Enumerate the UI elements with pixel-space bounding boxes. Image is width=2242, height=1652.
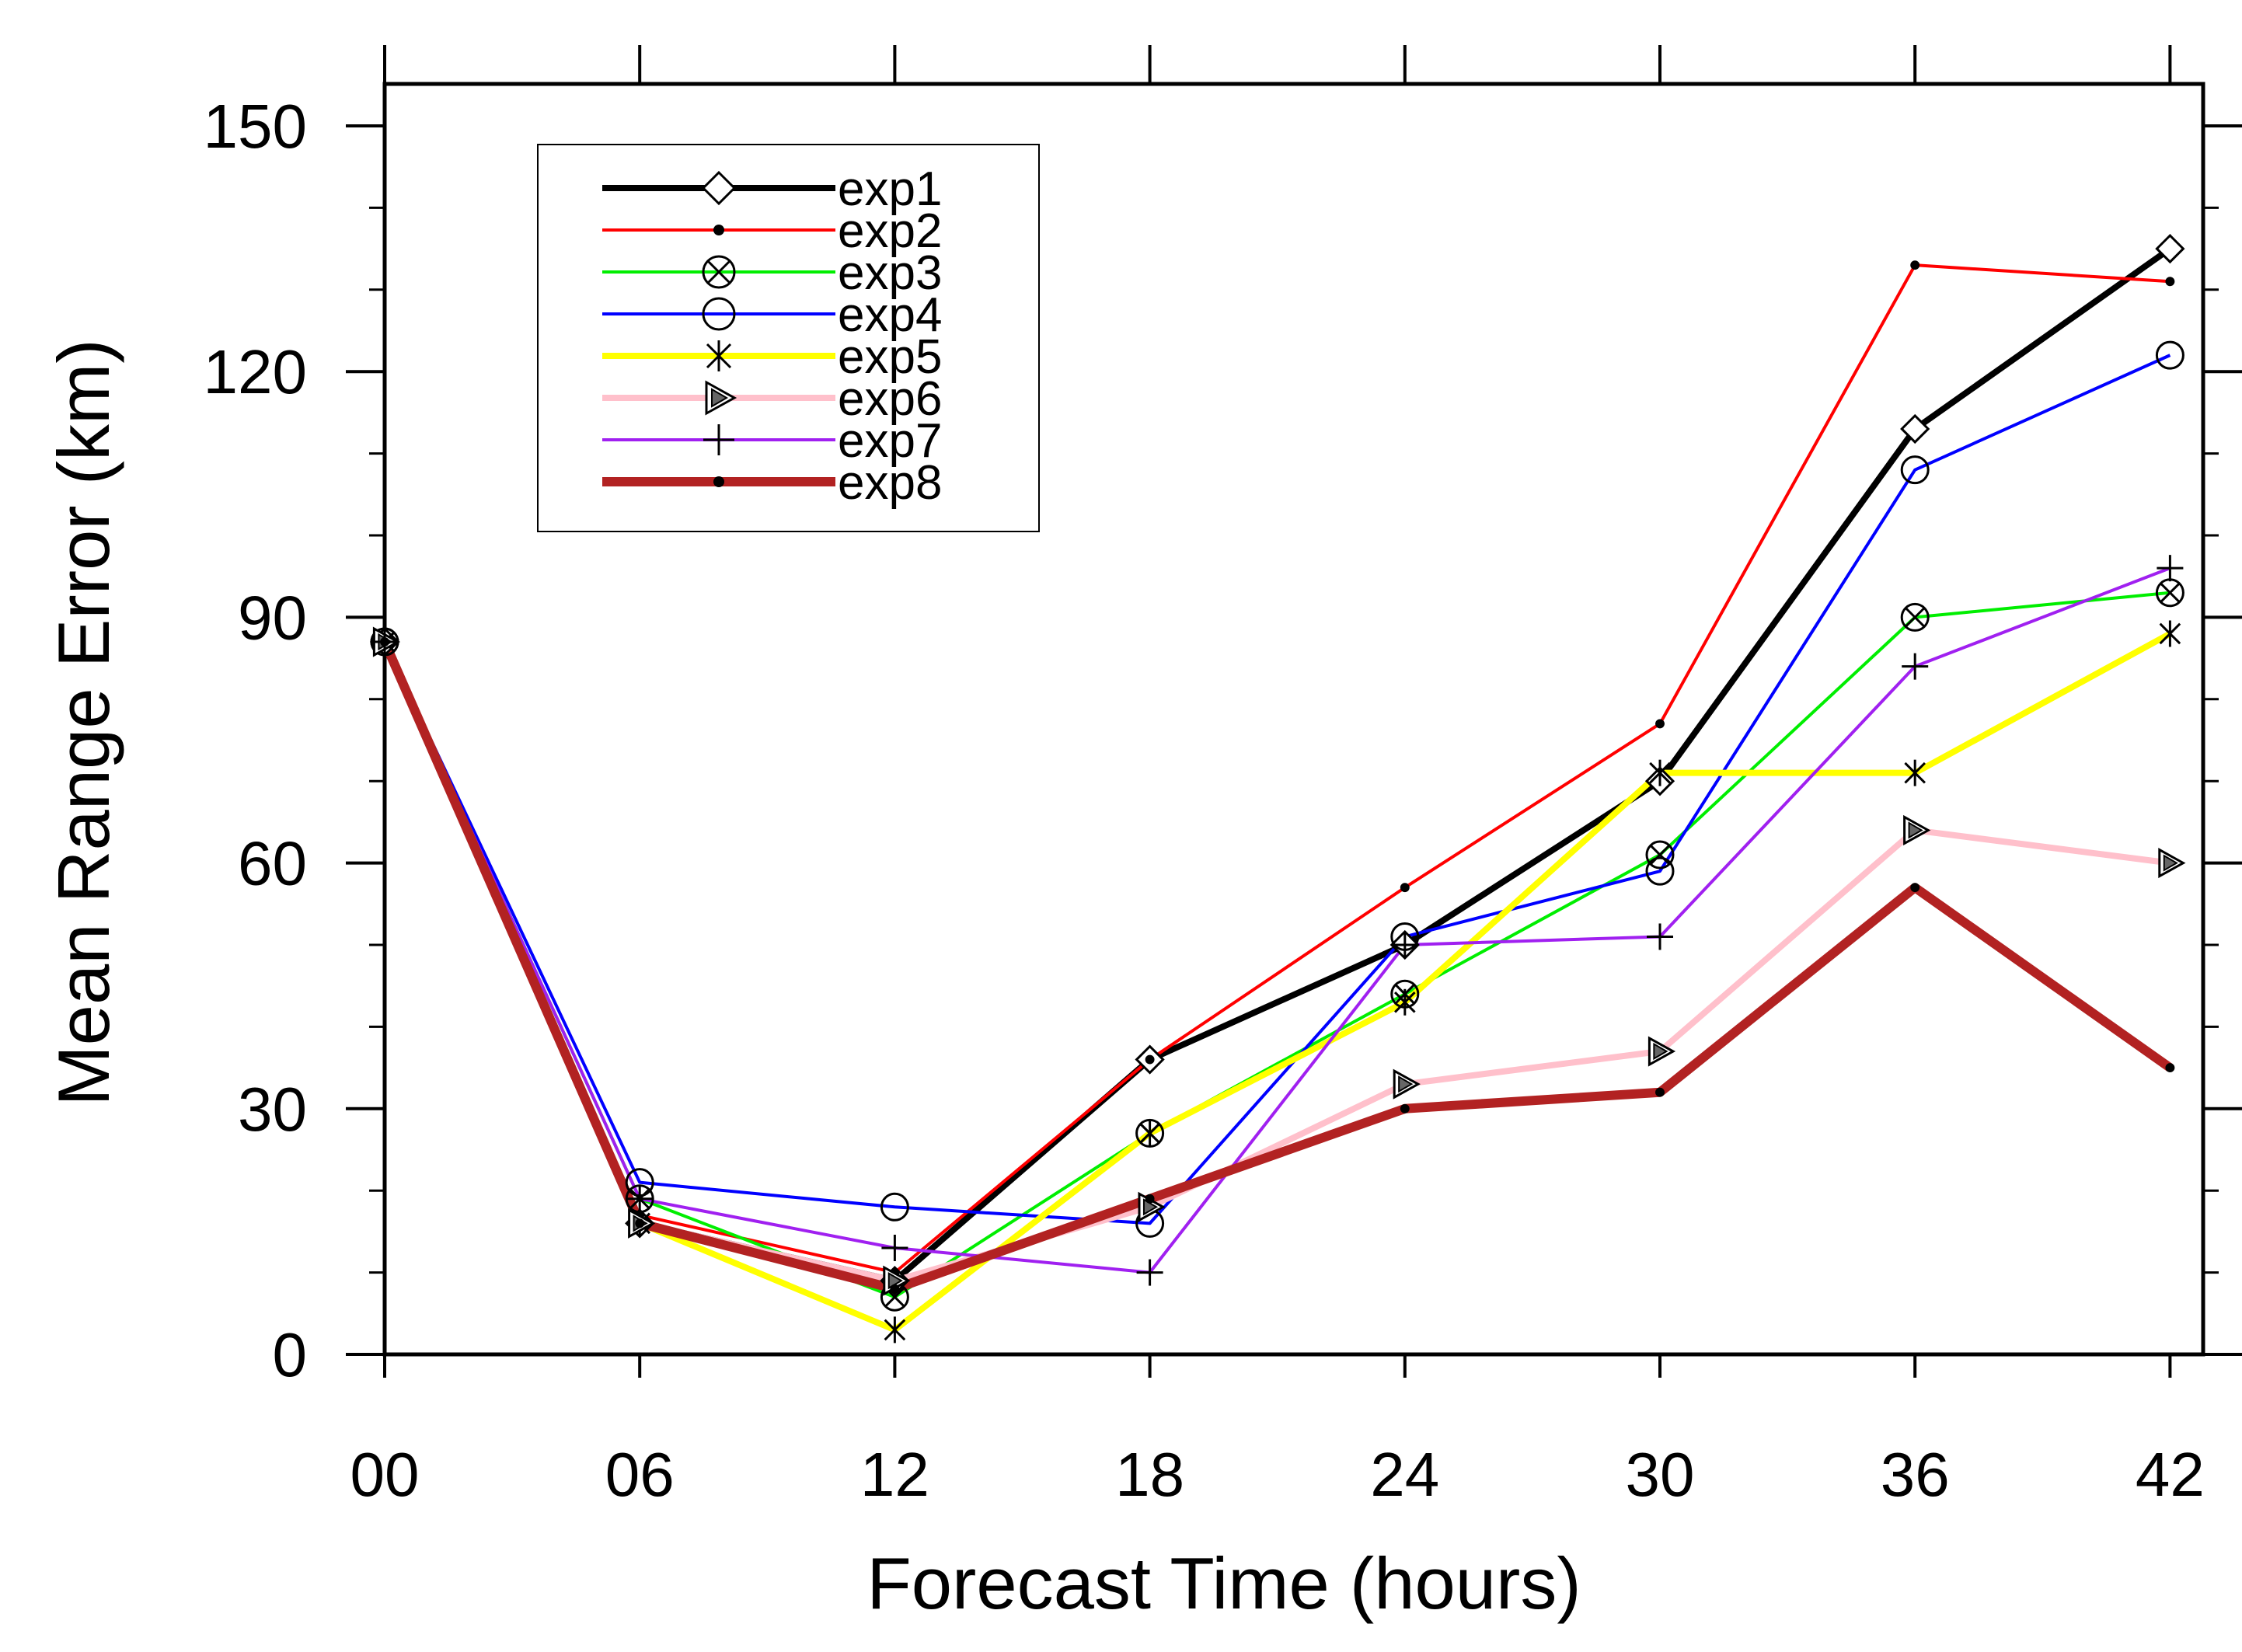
data-point-marker	[626, 1185, 654, 1212]
legend-label-exp3: exp3	[838, 246, 942, 300]
data-point-marker	[705, 380, 737, 416]
data-point-marker	[1393, 1068, 1421, 1100]
data-point-marker	[1138, 1120, 1161, 1147]
data-point-marker	[884, 1316, 906, 1344]
legend-label-exp4: exp4	[838, 288, 942, 342]
legend-label-exp5: exp5	[838, 330, 942, 384]
series-line-exp4	[383, 354, 2171, 1225]
plot-frame	[382, 82, 2205, 1357]
x-tick-label: 24	[1370, 1440, 1439, 1509]
data-point-marker	[1904, 759, 1926, 786]
data-point-marker	[1910, 883, 1920, 893]
data-point-marker	[890, 1284, 900, 1294]
data-point-marker	[1391, 932, 1418, 958]
legend-label-exp2: exp2	[838, 204, 942, 258]
data-point-marker	[1136, 1259, 1163, 1286]
series-line-exp3	[383, 591, 2171, 1299]
data-point-marker	[1649, 759, 1671, 786]
x-tick-label: 30	[1626, 1440, 1695, 1509]
data-point-marker	[1400, 1103, 1410, 1114]
x-tick-label: 36	[1881, 1440, 1950, 1509]
legend-label-exp1: exp1	[838, 162, 942, 216]
data-point-marker	[2165, 1063, 2175, 1073]
data-point-marker	[701, 170, 737, 206]
y-tick-label: 60	[238, 829, 307, 898]
y-tick-label: 0	[273, 1320, 308, 1389]
data-point-marker	[2159, 620, 2181, 647]
data-point-marker	[380, 637, 389, 647]
y-tick-label: 150	[204, 92, 307, 161]
data-point-marker	[703, 424, 734, 455]
series-line-exp8	[380, 640, 2173, 1294]
data-point-marker	[1900, 455, 1930, 485]
x-tick-label: 42	[2136, 1440, 2205, 1509]
data-point-marker	[1400, 883, 1410, 893]
x-axis-title: Forecast Time (hours)	[866, 1542, 1581, 1624]
axis-ticks	[346, 45, 2242, 1378]
data-point-marker	[706, 340, 732, 371]
series-line-exp2	[383, 263, 2171, 1274]
data-point-marker	[1655, 1087, 1665, 1097]
data-point-marker	[1655, 719, 1665, 729]
data-point-marker	[880, 1192, 909, 1222]
data-point-marker	[881, 1234, 908, 1261]
data-point-marker	[1145, 1054, 1155, 1065]
data-point-marker	[1647, 923, 1673, 950]
data-point-marker	[1645, 840, 1675, 870]
data-point-marker	[1910, 260, 1920, 270]
data-point-marker	[702, 255, 736, 289]
y-tick-label: 90	[238, 583, 307, 652]
x-tick-labels: 00 06 12 18 24 30 36 42	[350, 1440, 2205, 1509]
series-line-exp7	[383, 566, 2171, 1274]
data-point-marker	[1145, 1194, 1155, 1204]
y-tick-label: 30	[238, 1075, 307, 1144]
x-tick-label: 18	[1115, 1440, 1184, 1509]
data-point-marker	[2155, 340, 2184, 370]
data-point-marker	[713, 476, 724, 487]
data-point-marker	[2165, 277, 2175, 287]
y-axis-title: Mean Range Error (km)	[43, 339, 124, 1106]
legend-box	[537, 144, 1040, 532]
legend-label-exp6: exp6	[838, 372, 942, 426]
data-point-marker	[2155, 233, 2185, 264]
data-point-marker	[713, 225, 724, 235]
plot-area	[346, 45, 2242, 1378]
data-point-marker	[635, 1218, 645, 1229]
series-lines	[369, 233, 2186, 1344]
y-tick-label: 120	[204, 337, 307, 406]
legend-label-exp7: exp7	[838, 414, 942, 468]
data-point-marker	[1648, 1036, 1676, 1067]
data-point-marker	[1900, 602, 1930, 632]
data-point-marker	[1393, 988, 1416, 1016]
x-tick-label: 00	[350, 1440, 420, 1509]
data-point-marker	[2158, 848, 2186, 879]
y-tick-labels: 0 30 60 90 120 150	[204, 92, 307, 1389]
data-point-marker	[702, 297, 736, 331]
data-point-marker	[1645, 856, 1675, 886]
data-point-marker	[1900, 413, 1930, 444]
data-point-marker	[1903, 814, 1931, 845]
data-point-marker	[1902, 653, 1929, 680]
series-line-exp5	[382, 630, 2172, 1333]
x-tick-label: 06	[605, 1440, 675, 1509]
legend-label-exp8: exp8	[838, 456, 942, 510]
x-tick-label: 12	[860, 1440, 929, 1509]
data-point-marker	[2157, 555, 2184, 582]
